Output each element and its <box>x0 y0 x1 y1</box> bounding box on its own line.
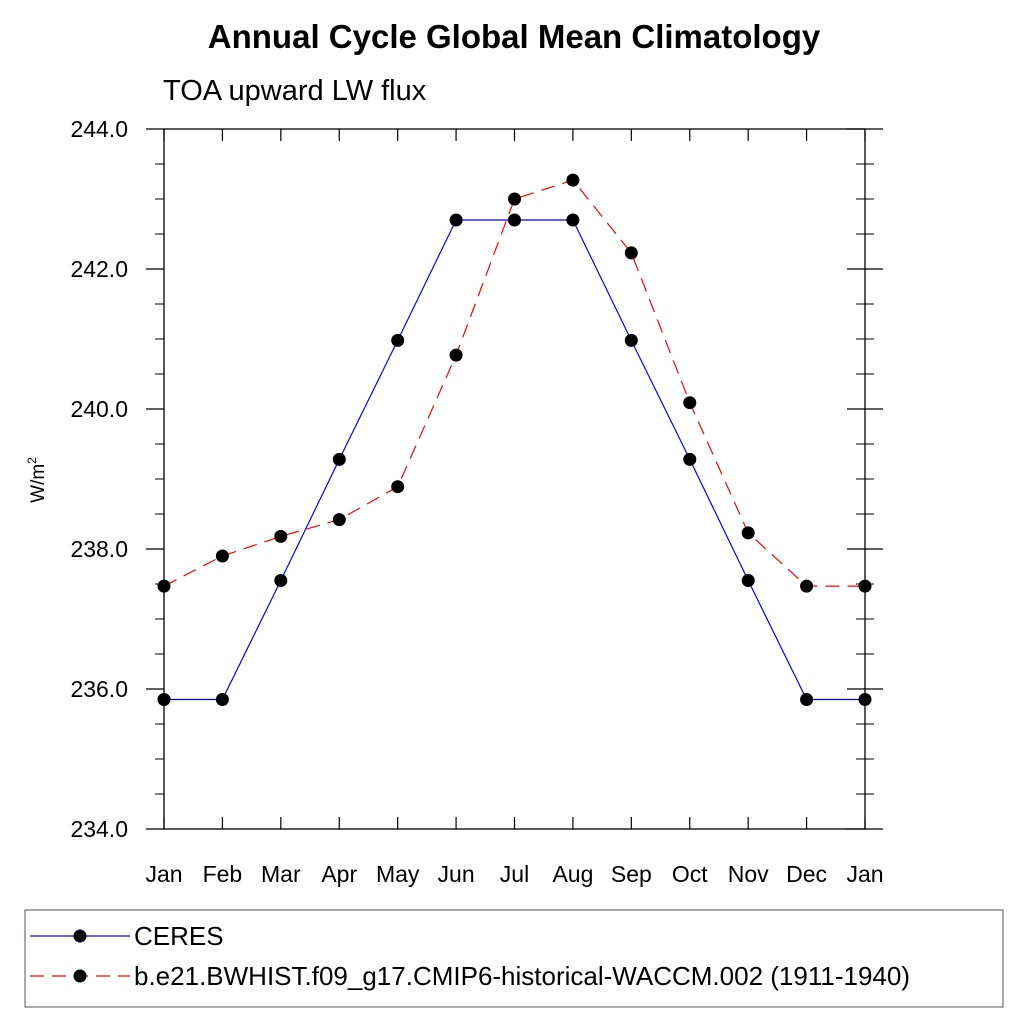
svg-text:W/m2: W/m2 <box>25 457 49 503</box>
series-0-point <box>508 213 521 227</box>
y-tick-label: 242.0 <box>70 256 128 282</box>
x-tick-label: Aug <box>552 861 593 887</box>
x-tick-label: Sep <box>611 861 652 887</box>
legend-label-ceres: CERES <box>134 921 224 951</box>
y-tick-label: 236.0 <box>70 676 128 702</box>
x-tick-label: Feb <box>203 861 243 887</box>
series-1-point <box>332 513 346 527</box>
series-0-point <box>624 333 638 347</box>
chart-subtitle: TOA upward LW flux <box>163 75 427 107</box>
y-axis-label-superscript: 2 <box>25 457 39 464</box>
series-0-point <box>157 693 171 706</box>
x-tick-label: May <box>376 861 420 887</box>
y-tick-labels: 244.0 242.0 240.0 238.0 236.0 234.0 <box>70 116 128 842</box>
series-line-0 <box>164 219 865 701</box>
x-tick-label: Mar <box>261 861 301 887</box>
series-0-point <box>449 213 463 227</box>
series-0-point <box>332 452 346 466</box>
legend-marker-waccm <box>73 969 87 983</box>
series-lines <box>163 179 865 701</box>
y-tick-label: 244.0 <box>70 116 128 142</box>
legend-box <box>24 909 1004 1008</box>
y-tick-label: 238.0 <box>70 536 128 562</box>
series-1-point <box>566 173 580 187</box>
y-axis-label-text: W/m <box>28 464 49 503</box>
series-0-point <box>683 452 697 466</box>
series-0-point <box>215 693 229 706</box>
series-1-point <box>800 579 814 593</box>
series-1-point <box>215 549 229 563</box>
y-tick-label: 234.0 <box>70 816 128 842</box>
y-axis-label: W/m2 <box>25 457 49 503</box>
series-1-point <box>741 526 755 540</box>
legend-item-ceres: CERES <box>30 921 224 951</box>
legend-label-waccm: b.e21.BWHIST.f09_g17.CMIP6-historical-WA… <box>134 961 910 991</box>
series-1-point <box>157 579 171 593</box>
series-1-point <box>858 579 872 593</box>
x-tick-label: Jul <box>500 861 529 887</box>
legend-marker-ceres <box>73 929 87 943</box>
series-line-1 <box>163 179 865 587</box>
legend-item-waccm: b.e21.BWHIST.f09_g17.CMIP6-historical-WA… <box>30 961 910 991</box>
series-1-point <box>274 529 288 543</box>
series-1-point <box>683 396 697 410</box>
x-tick-label: Oct <box>672 861 708 887</box>
chart-title: Annual Cycle Global Mean Climatology <box>208 18 821 55</box>
series-points <box>157 173 872 706</box>
series-0-point <box>800 693 814 706</box>
series-0-point <box>274 574 288 587</box>
series-0-point <box>858 693 872 706</box>
series-1-point <box>449 348 463 362</box>
x-tick-label: Jan <box>846 861 883 887</box>
y-tick-label: 240.0 <box>70 396 128 422</box>
series-1-point <box>391 480 405 494</box>
axis-ticks <box>146 128 883 830</box>
series-0-point <box>391 333 405 347</box>
plot-frame <box>163 128 866 830</box>
series-0-point <box>566 213 580 227</box>
x-tick-labels: Jan Feb Mar Apr May Jun Jul Aug Sep Oct Nov Dec Jan <box>145 861 883 887</box>
series-1-point <box>624 246 638 260</box>
x-tick-label: Jan <box>145 861 182 887</box>
x-tick-label: Nov <box>728 861 769 887</box>
x-tick-label: Jun <box>438 861 475 887</box>
series-1-point <box>508 192 521 206</box>
x-tick-label: Dec <box>786 861 827 887</box>
x-tick-label: Apr <box>321 861 357 887</box>
series-0-point <box>741 574 755 587</box>
